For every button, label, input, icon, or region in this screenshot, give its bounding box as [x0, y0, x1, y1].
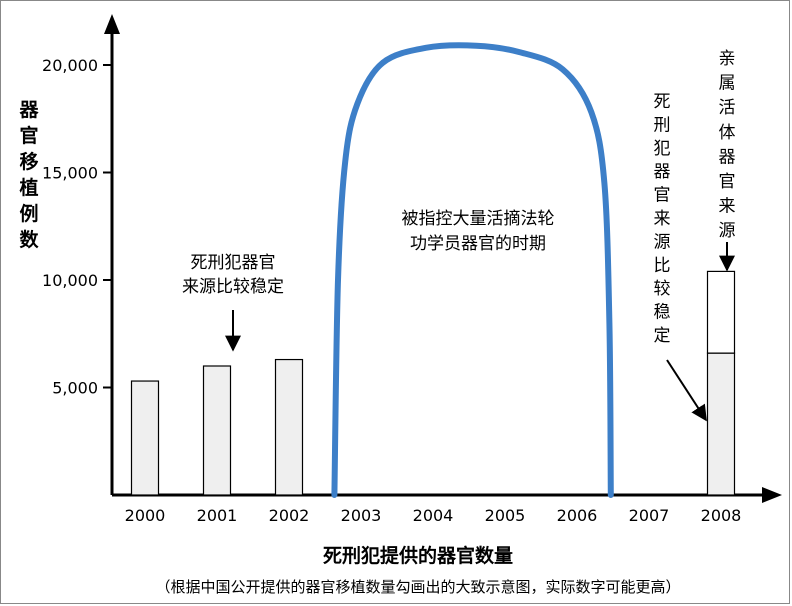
annotation-living-relatives: 亲属活体器官来源 — [719, 49, 736, 241]
annotation-stable-early-line1: 死刑犯器官 — [191, 253, 276, 273]
x-tick-label-2006: 2006 — [557, 506, 598, 525]
annotation-stable-late-arrow — [666, 359, 707, 422]
footnote: （根据中国公开提供的器官移植数量勾画出的大致示意图，实际数字可能更高） — [155, 578, 680, 596]
x-tick-label-2003: 2003 — [341, 506, 382, 525]
y-tick-label-0: 5,000 — [52, 379, 98, 398]
bar-2000 — [130, 380, 160, 496]
y-axis-arrow-icon — [104, 14, 120, 34]
x-tick-label-2007: 2007 — [629, 506, 670, 525]
y-tick-label-1: 10,000 — [42, 271, 98, 290]
x-tick-label-2004: 2004 — [413, 506, 454, 525]
y-axis-label: 器官移植例数 — [18, 99, 39, 251]
x-axis-title: 死刑犯提供的器官数量 — [323, 544, 513, 567]
x-tick-label-2005: 2005 — [485, 506, 526, 525]
y-tick-label-2: 15,000 — [42, 164, 98, 183]
y-tick-label-3: 20,000 — [42, 56, 98, 75]
annotation-stable-early-line2: 来源比较稳定 — [182, 277, 284, 297]
x-tick-label-2001: 2001 — [197, 506, 238, 525]
bar-2002 — [274, 358, 304, 496]
x-tick-label-2008: 2008 — [701, 506, 742, 525]
annotation-stable-late: 死刑犯器官来源比较稳定 — [654, 92, 671, 346]
annotation-harvest-line1: 被指控大量活摘法轮 — [402, 209, 555, 229]
bar-2008-executed — [706, 352, 736, 496]
x-tick-label-2000: 2000 — [125, 506, 166, 525]
bar-2008-relatives — [706, 270, 736, 354]
bar-2001 — [202, 365, 232, 496]
harvest-curve — [331, 42, 614, 498]
x-tick-label-2002: 2002 — [269, 506, 310, 525]
annotation-harvest-line2: 功学员器官的时期 — [410, 234, 546, 254]
x-axis-arrow-icon — [762, 487, 782, 503]
